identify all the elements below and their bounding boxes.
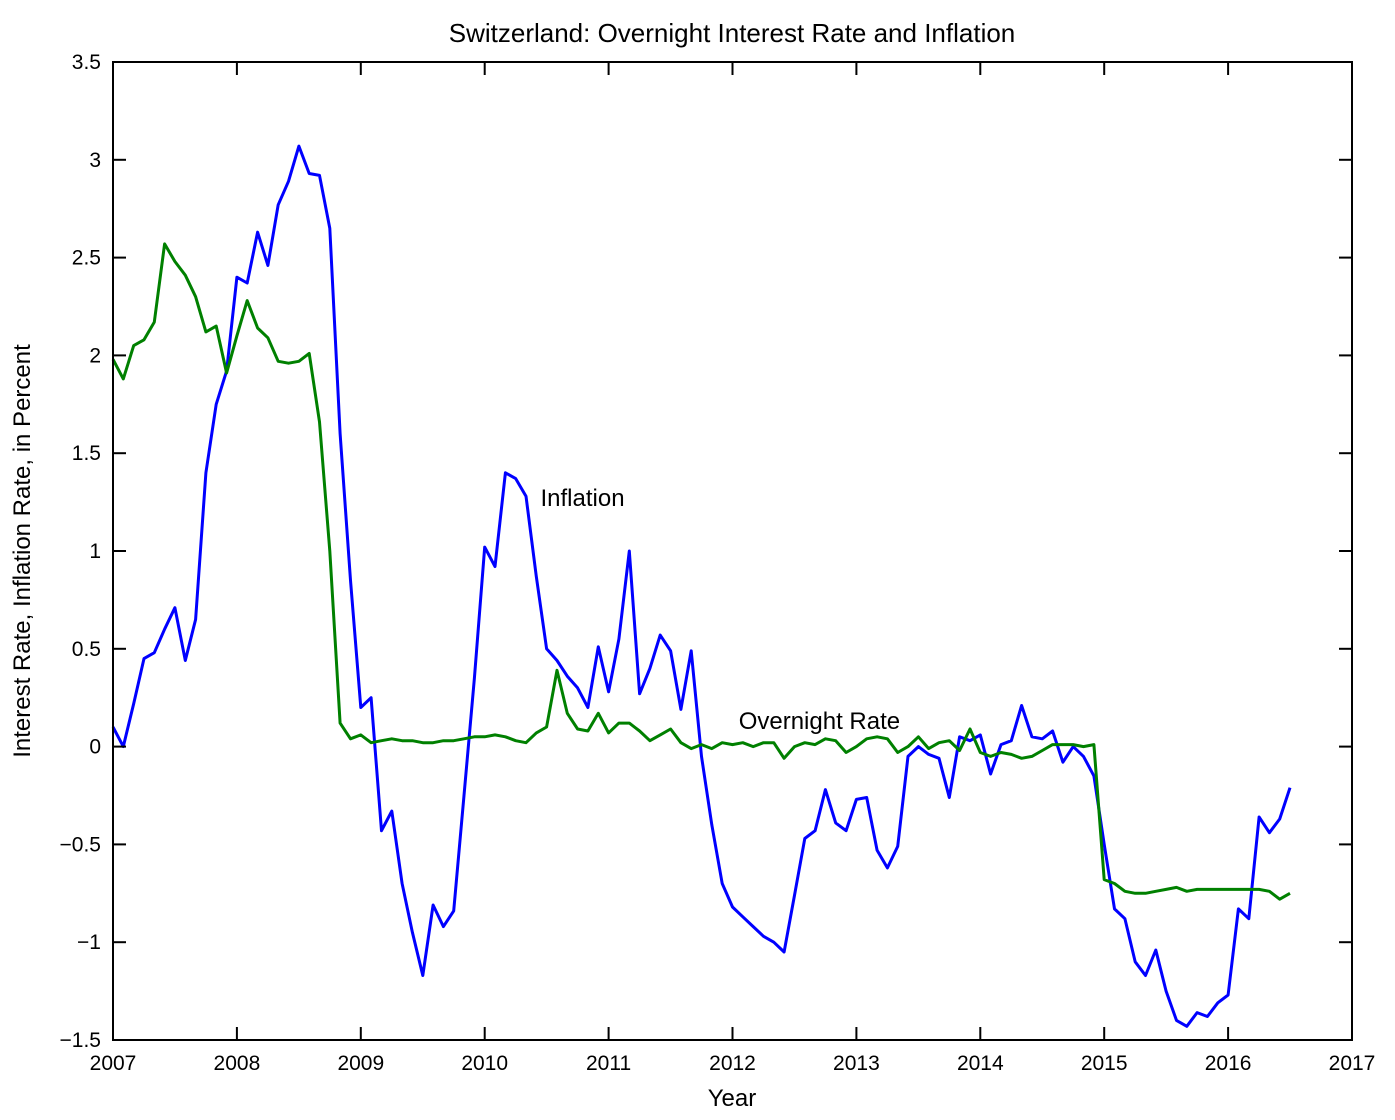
overnight-rate-series-label: Overnight Rate bbox=[739, 708, 900, 735]
x-tick-label: 2010 bbox=[461, 1052, 508, 1075]
y-tick-label: 3.5 bbox=[72, 51, 101, 74]
y-tick-label: 1 bbox=[89, 540, 101, 563]
y-tick-label: 3 bbox=[89, 149, 101, 172]
x-tick-label: 2014 bbox=[957, 1052, 1004, 1075]
y-tick-label: 0.5 bbox=[72, 638, 101, 661]
inflation-line bbox=[111, 144, 1292, 1028]
y-tick-label: −1 bbox=[77, 931, 101, 954]
y-tick-label: 1.5 bbox=[72, 442, 101, 465]
plot-area: 2007 2008 2009 2010 2011 2012 2013 2014 2015 2016… bbox=[60, 51, 1376, 1075]
y-tick-label: −1.5 bbox=[60, 1029, 101, 1052]
x-tick-label: 2013 bbox=[833, 1052, 880, 1075]
x-tick-label: 2009 bbox=[337, 1052, 384, 1075]
x-tick-label: 2011 bbox=[586, 1052, 631, 1075]
y-tick-label: 2 bbox=[89, 344, 101, 367]
y-axis-label: Interest Rate, Inflation Rate, in Percen… bbox=[9, 344, 36, 758]
x-tick-label: 2008 bbox=[214, 1052, 261, 1075]
x-tick-label: 2015 bbox=[1081, 1052, 1128, 1075]
y-tick-label: 2.5 bbox=[72, 247, 101, 270]
overnight-rate-line bbox=[111, 242, 1291, 901]
x-axis-label: Year bbox=[708, 1085, 757, 1112]
y-tick-label: −0.5 bbox=[60, 833, 101, 856]
x-tick-label: 2016 bbox=[1205, 1052, 1252, 1075]
x-tick-label: 2017 bbox=[1329, 1052, 1376, 1075]
inflation-series-label: Inflation bbox=[541, 485, 625, 512]
y-tick-label: 0 bbox=[89, 736, 101, 759]
chart-title: Switzerland: Overnight Interest Rate and… bbox=[449, 18, 1016, 48]
x-tick-label: 2007 bbox=[90, 1052, 137, 1075]
x-tick-label: 2012 bbox=[709, 1052, 756, 1075]
axes-box bbox=[112, 61, 1353, 1041]
